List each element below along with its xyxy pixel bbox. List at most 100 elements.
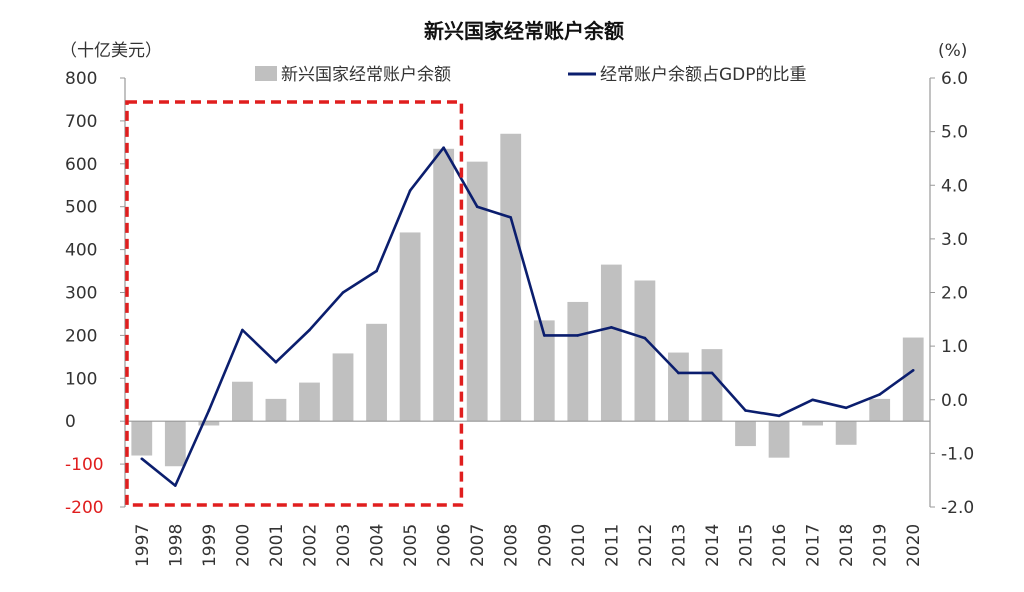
x-tick-label: 1997	[133, 524, 153, 567]
bar	[533, 320, 555, 422]
x-tick-label: 2014	[703, 524, 723, 567]
line-point	[677, 371, 680, 375]
left-tick-label: 200	[65, 326, 97, 346]
right-tick-label: 4.0	[941, 176, 968, 196]
line-point	[174, 484, 177, 487]
highlight-box	[125, 100, 464, 507]
bar	[433, 148, 455, 422]
line-point	[878, 393, 881, 396]
legend-bar-label: 新兴国家经常账户余额	[281, 65, 451, 85]
x-tick-label: 2017	[804, 524, 824, 567]
line-point	[475, 205, 479, 208]
right-axis-ticks: 6.0 5.0 4.0 3.0 2.0 1.0 0.0 -1.0 -2.0	[930, 69, 974, 518]
bar	[131, 421, 153, 456]
bar	[164, 421, 186, 467]
x-tick-label: 2008	[502, 524, 522, 567]
bar	[701, 349, 723, 422]
x-tick-label: 2007	[468, 524, 488, 567]
x-tick-label: 2005	[401, 524, 421, 567]
x-tick-label: 2006	[435, 524, 455, 567]
bar	[399, 232, 421, 422]
x-tick-label: 2011	[602, 524, 622, 567]
bar	[802, 421, 824, 426]
chart-title: 新兴国家经常账户余额	[424, 19, 624, 43]
bar	[466, 161, 488, 422]
line-point	[375, 269, 378, 273]
left-axis-ticks: 800 700 600 500 400 300 200 100 0 -100 -200	[65, 69, 125, 518]
line-point	[509, 216, 513, 219]
left-tick-label: 400	[65, 241, 97, 261]
bar	[265, 398, 287, 422]
x-tick-label: 2012	[636, 524, 656, 567]
x-tick-label: 2010	[569, 524, 589, 567]
bar	[366, 323, 387, 422]
right-tick-label: -2.0	[941, 498, 974, 518]
bar	[735, 421, 756, 447]
line-point	[610, 326, 613, 329]
x-tick-label: 1999	[200, 524, 220, 567]
left-tick-label: -200	[65, 498, 104, 518]
left-tick-label: 100	[65, 369, 97, 389]
gdp-share-line	[140, 146, 914, 487]
right-tick-label: 3.0	[941, 230, 968, 250]
line-point	[140, 457, 144, 461]
bar	[902, 337, 924, 422]
left-tick-label: 700	[65, 112, 97, 132]
x-tick-label: 2009	[535, 524, 555, 567]
line-point	[408, 189, 412, 192]
bar	[668, 352, 689, 422]
x-tick-label: 2013	[669, 524, 689, 567]
line-point	[844, 406, 848, 410]
line-point	[643, 336, 647, 340]
left-tick-label: 800	[65, 69, 97, 89]
axes	[124, 78, 931, 507]
right-tick-label: 5.0	[941, 123, 968, 143]
bar-series	[131, 133, 924, 467]
x-tick-label: 2004	[368, 524, 388, 567]
bar	[835, 421, 857, 445]
x-tick-label: 1998	[166, 524, 186, 567]
bar	[332, 353, 354, 422]
bar	[231, 381, 253, 422]
bar	[299, 382, 320, 422]
x-tick-label: 2015	[737, 524, 757, 567]
line-point	[911, 368, 915, 372]
x-tick-label: 2002	[300, 524, 320, 567]
x-tick-label: 2018	[837, 524, 857, 567]
x-tick-label: 2019	[871, 524, 891, 567]
legend: 新兴国家经常账户余额 经常账户余额占GDP的比重	[255, 65, 807, 85]
line-point	[777, 414, 781, 418]
line-point	[274, 360, 278, 364]
left-tick-label: 0	[65, 412, 76, 432]
bar	[634, 280, 656, 422]
right-axis-unit: (%)	[938, 41, 967, 61]
x-tick-label: 2020	[904, 524, 924, 567]
line-point	[207, 409, 211, 412]
right-tick-label: 6.0	[941, 69, 968, 89]
line-point	[542, 334, 546, 337]
x-tick-label: 2000	[233, 524, 253, 567]
bar	[768, 421, 790, 458]
right-tick-label: -1.0	[941, 444, 974, 464]
x-tick-label: 2016	[770, 524, 790, 567]
x-tick-label: 2003	[334, 524, 354, 567]
line-point	[341, 291, 345, 294]
right-tick-label: 2.0	[941, 284, 968, 304]
x-axis-ticks: 1997 1998 1999 2000 2001 2002 2003 2004 2005 2006…	[133, 524, 924, 567]
line-series	[140, 146, 915, 487]
line-point	[308, 328, 311, 332]
line-point	[576, 334, 580, 337]
left-axis-unit: （十亿美元）	[60, 41, 162, 61]
left-tick-label: 300	[65, 284, 97, 304]
line-point	[811, 398, 814, 402]
line-point	[744, 409, 747, 412]
line-point	[710, 371, 714, 375]
legend-line-label: 经常账户余额占GDP的比重	[600, 65, 807, 85]
bar	[600, 264, 622, 422]
right-tick-label: 1.0	[941, 337, 968, 357]
legend-bar-swatch	[255, 66, 277, 81]
bar	[198, 421, 220, 426]
line-point	[241, 328, 244, 332]
bar	[869, 398, 891, 422]
